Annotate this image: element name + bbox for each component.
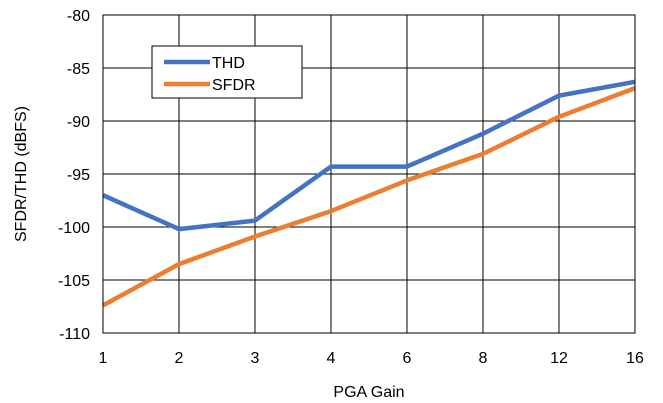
y-tick-label: -100 <box>58 220 90 237</box>
x-tick-label: 1 <box>99 350 108 367</box>
legend-label-sfdr: SFDR <box>212 77 256 94</box>
y-axis-title: SFDR/THD (dBFS) <box>13 106 30 242</box>
x-tick-label: 12 <box>550 350 568 367</box>
x-tick-label: 2 <box>175 350 184 367</box>
y-tick-labels: -80 -85 -90 -95 -100 -105 -110 <box>58 8 90 343</box>
x-tick-label: 8 <box>479 350 488 367</box>
x-tick-label: 16 <box>626 350 644 367</box>
series-line-sfdr <box>101 85 636 308</box>
plot-area-frame <box>102 14 636 334</box>
legend-box <box>151 45 303 99</box>
y-tick-label: -85 <box>67 61 90 78</box>
legend-label-thd: THD <box>212 55 245 72</box>
grid-lines <box>102 14 636 334</box>
x-tick-label: 6 <box>403 350 412 367</box>
y-tick-label: -105 <box>58 273 90 290</box>
x-tick-labels: 1 2 3 4 6 8 12 16 <box>99 350 644 367</box>
y-tick-label: -95 <box>67 167 90 184</box>
x-axis-title: PGA Gain <box>333 384 404 401</box>
series-lines <box>101 79 636 308</box>
series-line-thd <box>102 79 636 232</box>
y-tick-label: -90 <box>67 114 90 131</box>
y-tick-label: -110 <box>59 326 90 343</box>
x-tick-label: 3 <box>251 350 260 367</box>
x-tick-label: 4 <box>327 350 336 367</box>
legend: THD SFDR <box>151 45 303 99</box>
y-tick-label: -80 <box>67 8 90 25</box>
